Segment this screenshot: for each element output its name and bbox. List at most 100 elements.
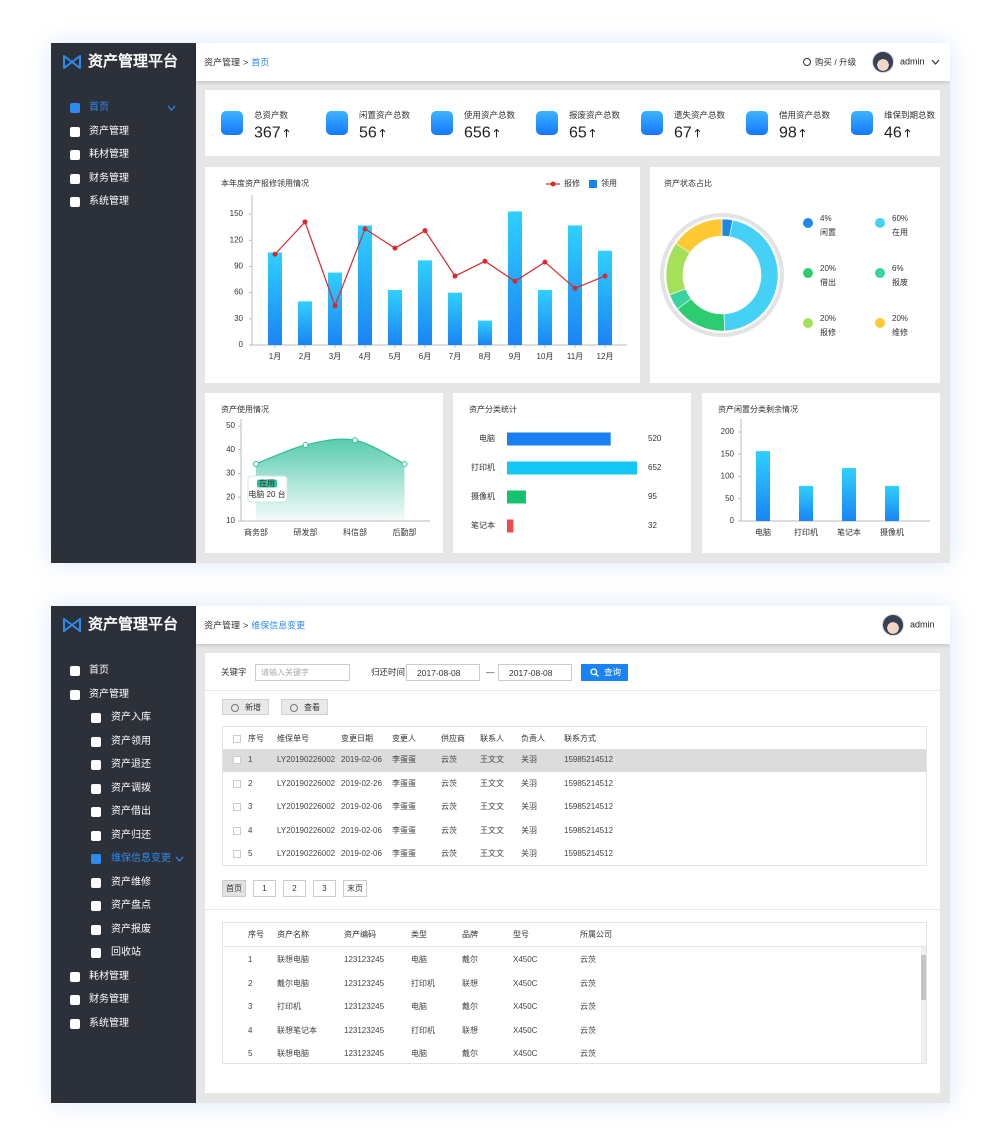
scrollbar-track[interactable] <box>921 947 926 1063</box>
tooltip-text: 电脑 20 台 <box>248 489 285 499</box>
checkbox[interactable] <box>233 756 241 764</box>
page-button[interactable]: 1 <box>253 880 276 897</box>
checkbox[interactable] <box>233 850 241 858</box>
trend-arrow <box>283 128 290 138</box>
submenu-item[interactable]: 资产归还 <box>111 829 151 841</box>
table-cell: 云茨 <box>441 778 457 788</box>
stat-label: 遗失资产总数 <box>674 109 726 120</box>
upgrade-icon <box>803 58 811 66</box>
menu-item[interactable]: 财务管理 <box>89 994 129 1005</box>
chart-title: 资产使用情况 <box>221 404 269 414</box>
page-button[interactable]: 首页 <box>222 880 246 897</box>
action-button[interactable]: 查看 <box>281 699 328 715</box>
x-tick-label: 12月 <box>597 352 614 361</box>
checkbox[interactable] <box>233 803 241 811</box>
submenu-item[interactable]: 资产领用 <box>111 735 151 747</box>
x-tick-label: 9月 <box>509 352 521 361</box>
breadcrumb: 资产管理 > 维保信息变更 <box>204 619 305 632</box>
breadcrumb-item[interactable]: 资产管理 <box>204 620 241 631</box>
trend-arrow-shape <box>694 128 701 138</box>
breadcrumb: 资产管理 > 首页 <box>204 56 269 69</box>
chevron-icon <box>167 105 176 111</box>
menu-item[interactable]: 系统管理 <box>89 196 129 207</box>
checkbox[interactable] <box>233 826 241 835</box>
submenu-item[interactable]: 资产退还 <box>111 759 151 770</box>
legend-value: 4% <box>820 214 832 223</box>
page-button[interactable]: 3 <box>313 880 336 897</box>
table-cell: 李蛋蛋 <box>392 755 416 765</box>
breadcrumb-current[interactable]: 首页 <box>251 57 270 68</box>
menu-item[interactable]: 系统管理 <box>89 1017 129 1029</box>
menu-item[interactable]: 首页 <box>89 665 109 676</box>
page-button[interactable]: 2 <box>283 880 306 897</box>
bar <box>358 225 372 345</box>
menu-item[interactable]: 财务管理 <box>89 172 129 184</box>
legend-value: 20% <box>820 314 836 323</box>
checkbox[interactable] <box>233 734 241 743</box>
table-cell: 关羽 <box>521 849 537 859</box>
table-cell: 打印机 <box>411 978 435 988</box>
search-button[interactable]: 查询 <box>581 664 628 681</box>
legend-label: 闲置 <box>820 228 836 237</box>
submenu-item[interactable]: 维保信息变更 <box>111 853 171 864</box>
menu-icon <box>70 197 80 207</box>
page-button[interactable]: 末页 <box>343 880 367 897</box>
bar <box>799 485 813 521</box>
menu-item[interactable]: 首页 <box>89 102 109 113</box>
checkbox[interactable] <box>233 779 241 788</box>
category-label: 摄像机 <box>471 491 495 501</box>
menu-item[interactable]: 资产管理 <box>89 688 129 700</box>
submenu-item[interactable]: 回收站 <box>111 947 141 958</box>
submenu-item[interactable]: 资产借出 <box>111 806 151 817</box>
user-name[interactable]: admin <box>910 619 935 630</box>
table-cell: 云茨 <box>441 755 457 765</box>
table-cell: 云茨 <box>441 849 457 859</box>
column-header: 负责人 <box>521 733 545 743</box>
line-point <box>401 461 408 467</box>
column-header: 所属公司 <box>580 930 612 940</box>
row-highlight <box>223 748 926 772</box>
column-header: 品牌 <box>462 930 478 940</box>
menu-item[interactable]: 耗材管理 <box>89 149 129 160</box>
category-label: 电脑 <box>479 433 495 443</box>
tooltip-badge <box>257 479 277 488</box>
keyword-input[interactable]: 请输入关键字 <box>255 664 350 681</box>
breadcrumb-current[interactable]: 维保信息变更 <box>251 620 306 631</box>
upgrade-link[interactable]: 购买 / 升级 <box>815 56 857 67</box>
submenu-item[interactable]: 资产报废 <box>111 923 151 935</box>
y-tick-label: 50 <box>226 421 235 430</box>
logo-shape <box>63 618 81 632</box>
line-point <box>542 259 548 265</box>
menu-item[interactable]: 资产管理 <box>89 125 129 137</box>
chevron-icon <box>175 856 184 862</box>
submenu-item[interactable]: 资产入库 <box>111 712 151 723</box>
breadcrumb-item[interactable]: 资产管理 <box>204 57 241 68</box>
x-tick-label: 打印机 <box>794 527 818 537</box>
table-cell: 关羽 <box>521 755 537 765</box>
table-cell: 15985214512 <box>564 825 613 835</box>
donut-segment <box>675 218 723 254</box>
legend-swatch <box>550 181 556 187</box>
stat-label: 闲置资产总数 <box>359 109 411 120</box>
line <box>274 220 606 308</box>
table-cell: 李蛋蛋 <box>392 825 416 835</box>
scrollbar-thumb[interactable] <box>921 955 926 1000</box>
submenu-item[interactable]: 资产盘点 <box>111 900 151 911</box>
menu-item[interactable]: 耗材管理 <box>89 970 129 982</box>
stat-value: 56 <box>359 123 386 142</box>
date-input[interactable]: 2017-08-08 <box>406 664 480 681</box>
avatar[interactable] <box>872 51 894 73</box>
submenu-item[interactable]: 资产调拨 <box>111 782 151 794</box>
avatar[interactable] <box>882 614 904 636</box>
action-button[interactable]: 新增 <box>222 699 269 715</box>
line-point <box>332 303 338 309</box>
menu-icon <box>70 995 80 1005</box>
submenu-item[interactable]: 资产维修 <box>111 876 151 888</box>
table-cell: 云茨 <box>580 978 596 988</box>
user-name[interactable]: admin <box>900 56 925 67</box>
trend-arrow <box>694 128 701 138</box>
search-label: 查询 <box>604 666 622 677</box>
date-input[interactable]: 2017-08-08 <box>498 664 572 681</box>
table-cell: 2019-02-06 <box>341 825 382 835</box>
y-tick-label: 120 <box>230 235 244 244</box>
